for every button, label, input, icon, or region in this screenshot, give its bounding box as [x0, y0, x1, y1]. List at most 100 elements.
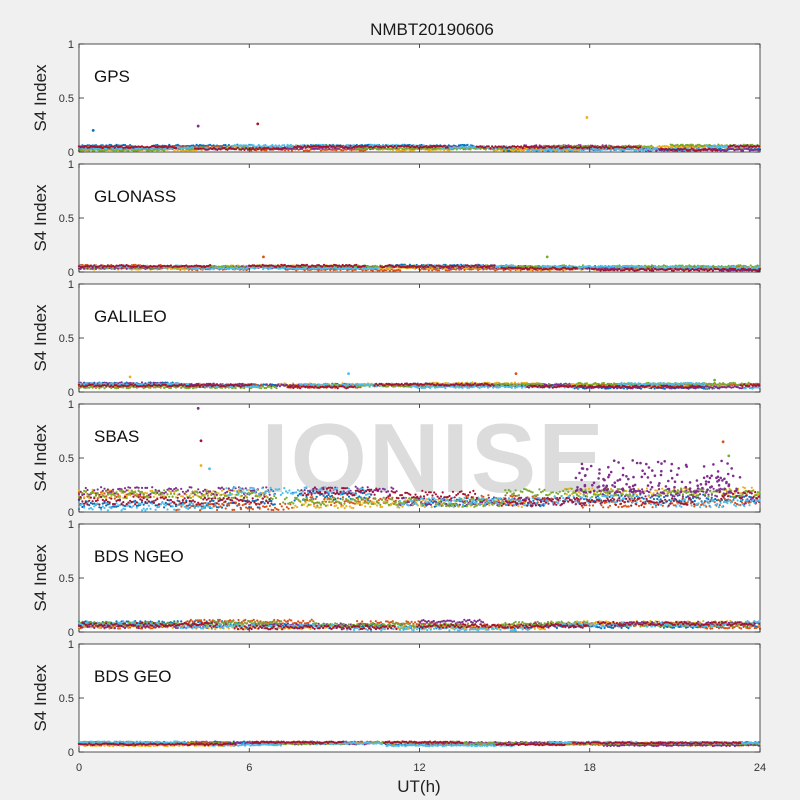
data-point [554, 149, 557, 152]
data-point [202, 144, 205, 147]
data-point [275, 265, 278, 268]
data-point [338, 148, 341, 151]
data-point [623, 149, 626, 152]
data-point [484, 148, 487, 151]
data-points [77, 116, 762, 152]
data-point [690, 147, 693, 150]
data-point [448, 149, 451, 152]
data-point [681, 264, 684, 267]
data-point [324, 148, 328, 151]
data-point [493, 264, 496, 267]
data-point [323, 148, 326, 151]
data-point [393, 144, 396, 148]
data-point [198, 143, 202, 147]
data-point [321, 265, 324, 268]
data-point [334, 146, 337, 149]
data-point [278, 265, 281, 268]
data-point [161, 144, 164, 147]
data-point [363, 264, 366, 267]
data-point [347, 146, 350, 149]
data-point [207, 145, 210, 148]
data-point [166, 146, 169, 149]
data-point [645, 269, 648, 272]
data-point [433, 266, 437, 269]
data-point [659, 145, 663, 148]
data-point [427, 149, 430, 152]
outlier-point [91, 129, 95, 132]
data-point [252, 144, 255, 147]
data-point [192, 149, 195, 152]
data-point [686, 268, 689, 271]
data-point [462, 265, 466, 268]
data-point [197, 144, 200, 147]
data-point [618, 264, 621, 267]
data-point [222, 144, 225, 147]
data-point [607, 144, 610, 147]
data-point [683, 145, 686, 148]
data-point [643, 266, 647, 269]
data-point [335, 149, 338, 152]
data-point [514, 148, 518, 151]
data-point [518, 149, 521, 152]
data-point [84, 145, 87, 148]
data-point [190, 144, 193, 147]
data-point [409, 146, 412, 149]
data-point [283, 263, 286, 267]
data-point [288, 145, 291, 148]
data-point [284, 149, 287, 152]
data-point [466, 143, 469, 146]
data-point [280, 148, 284, 151]
data-point [331, 148, 334, 151]
data-point [100, 144, 103, 147]
data-point [91, 265, 94, 268]
data-point [400, 149, 403, 152]
data-point [297, 148, 300, 151]
data-point [399, 269, 402, 272]
data-point [443, 149, 446, 152]
data-point [520, 145, 523, 148]
axes-box [78, 163, 761, 273]
data-point [410, 149, 413, 152]
axes-box [78, 43, 761, 153]
data-point [671, 143, 674, 146]
data-point [397, 147, 400, 150]
data-point [579, 145, 582, 148]
y-tick-label: 1 [68, 39, 74, 51]
data-point [309, 148, 312, 151]
data-point [192, 144, 195, 147]
data-point [398, 149, 401, 152]
data-point [605, 145, 608, 148]
data-point [724, 146, 727, 150]
data-point [304, 149, 307, 152]
data-point [675, 145, 678, 149]
data-point [754, 266, 757, 269]
data-point [306, 149, 309, 152]
data-point [716, 149, 719, 152]
y-tick-label: 0.5 [59, 93, 74, 105]
data-point [212, 144, 215, 147]
data-point [222, 266, 225, 269]
data-point [175, 144, 178, 147]
data-point [302, 149, 305, 152]
data-point [307, 149, 311, 152]
outlier-point [262, 255, 265, 259]
data-point [737, 145, 741, 148]
data-point [395, 146, 398, 149]
data-point [523, 148, 526, 151]
data-point [672, 269, 675, 272]
data-point [650, 144, 653, 147]
data-point [351, 265, 354, 268]
data-point [284, 147, 287, 150]
data-point [137, 264, 140, 267]
data-point [174, 146, 178, 150]
data-point [328, 147, 331, 151]
data-point [680, 145, 683, 148]
data-point [258, 146, 261, 149]
data-point [331, 265, 334, 268]
data-point [691, 143, 694, 146]
data-point [427, 265, 430, 268]
outlier-point [585, 116, 589, 119]
data-point [283, 144, 286, 147]
